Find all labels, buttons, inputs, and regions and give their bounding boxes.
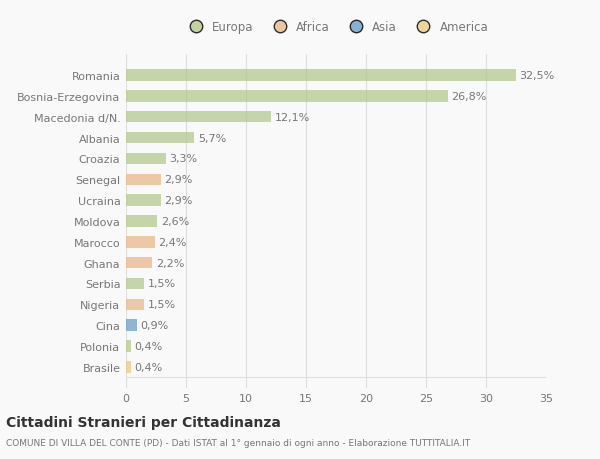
Legend: Europa, Africa, Asia, America: Europa, Africa, Asia, America: [180, 18, 492, 38]
Bar: [126, 91, 448, 102]
Bar: [126, 70, 516, 82]
Bar: [126, 341, 131, 352]
Bar: [126, 361, 131, 373]
Text: 0,4%: 0,4%: [134, 341, 163, 351]
Bar: [126, 278, 144, 290]
Text: 2,9%: 2,9%: [164, 196, 193, 206]
Bar: [126, 236, 155, 248]
Text: 2,6%: 2,6%: [161, 217, 189, 226]
Bar: [126, 320, 137, 331]
Bar: [126, 153, 166, 165]
Bar: [126, 195, 161, 207]
Bar: [126, 216, 157, 227]
Text: 5,7%: 5,7%: [198, 133, 226, 143]
Text: 26,8%: 26,8%: [451, 92, 487, 102]
Bar: [126, 174, 161, 185]
Text: Cittadini Stranieri per Cittadinanza: Cittadini Stranieri per Cittadinanza: [6, 415, 281, 429]
Text: 12,1%: 12,1%: [275, 112, 310, 123]
Text: 0,9%: 0,9%: [140, 320, 169, 330]
Text: 32,5%: 32,5%: [520, 71, 555, 81]
Text: 0,4%: 0,4%: [134, 362, 163, 372]
Text: 2,9%: 2,9%: [164, 175, 193, 185]
Text: 3,3%: 3,3%: [169, 154, 197, 164]
Text: 2,2%: 2,2%: [156, 258, 184, 268]
Bar: [126, 112, 271, 123]
Text: 1,5%: 1,5%: [148, 300, 176, 310]
Text: 1,5%: 1,5%: [148, 279, 176, 289]
Bar: [126, 299, 144, 310]
Bar: [126, 133, 194, 144]
Text: 2,4%: 2,4%: [158, 237, 187, 247]
Text: COMUNE DI VILLA DEL CONTE (PD) - Dati ISTAT al 1° gennaio di ogni anno - Elabora: COMUNE DI VILLA DEL CONTE (PD) - Dati IS…: [6, 438, 470, 448]
Bar: [126, 257, 152, 269]
